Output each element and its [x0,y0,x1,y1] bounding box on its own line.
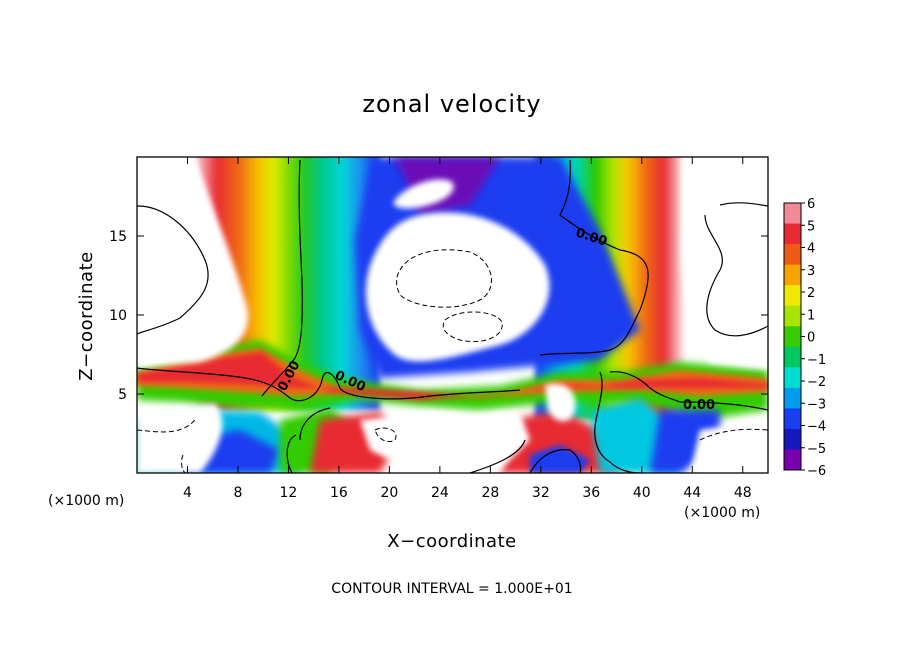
x-unit-label-right: (×1000 m) [684,505,760,521]
y-axis-label: Z−coordinate [76,251,97,380]
colorbar-label: 5 [807,219,815,234]
x-axis-label: X−coordinate [387,531,516,552]
x-unit-label: (×1000 m) [48,493,124,509]
colorbar-label: 2 [807,286,815,301]
x-tick-label: 32 [532,485,550,501]
colorbar-label: −4 [807,420,826,435]
x-tick-label: 4 [183,485,192,501]
colorbar-swatch [784,408,801,430]
colorbar-swatch [784,264,801,286]
colorbar-label: −6 [807,464,826,479]
velocity-field: 0.00 0.00 0.00 0.00 [137,157,768,473]
x-tick-label: 36 [582,485,600,501]
colorbar-swatch [784,223,801,245]
x-tick-label: 48 [734,485,752,501]
y-axis: 5 10 15 [109,229,768,403]
colorbar-swatch [784,326,801,348]
y-tick-label: 15 [109,229,127,245]
contour-interval-footer: CONTOUR INTERVAL = 1.000E+01 [331,581,572,597]
colorbar-swatch [784,305,801,327]
x-axis: 4 8 12 16 20 24 28 32 36 40 44 48 [183,157,752,501]
colorbar-swatch [784,346,801,368]
y-tick-label: 5 [118,387,127,403]
chart-title: zonal velocity [362,90,541,118]
colorbar-label: 4 [807,242,815,257]
contour-label: 0.00 [683,398,715,413]
colorbar-label: 3 [807,264,815,279]
colorbar-swatch [784,203,801,225]
colorbar-swatch [784,285,801,307]
x-tick-label: 40 [633,485,651,501]
colorbar-swatch [784,387,801,409]
colorbar-label: 1 [807,308,815,323]
x-tick-label: 24 [431,485,449,501]
colorbar-label: −2 [807,375,826,390]
x-tick-label: 8 [233,485,242,501]
colorbar-label: 0 [807,331,815,346]
colorbar-label: −1 [807,353,826,368]
colorbar-label: −5 [807,442,826,457]
colorbar-swatch [784,367,801,389]
x-tick-label: 44 [683,485,701,501]
colorbar-swatch [784,428,801,450]
x-tick-label: 16 [330,485,348,501]
y-tick-label: 10 [109,308,127,324]
colorbar-label: 6 [807,197,815,212]
colorbar-swatch [784,244,801,266]
colorbar: 6 5 4 3 2 1 0 −1 −2 −3 −4 −5 −6 [783,197,826,479]
colorbar-label: −3 [807,397,826,412]
colorbar-swatch [784,449,801,471]
x-tick-label: 12 [280,485,298,501]
x-tick-label: 20 [380,485,398,501]
x-tick-label: 28 [481,485,499,501]
